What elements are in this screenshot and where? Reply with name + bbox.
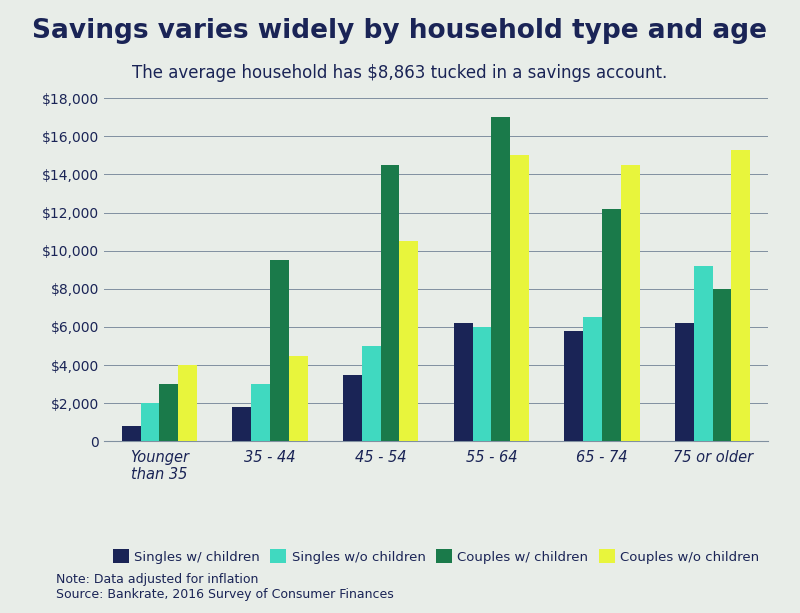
Bar: [491, 117, 510, 441]
Bar: [343, 375, 362, 441]
Bar: [473, 327, 491, 441]
Bar: [694, 266, 713, 441]
Bar: [178, 365, 197, 441]
Bar: [251, 384, 270, 441]
Text: Savings varies widely by household type and age: Savings varies widely by household type …: [33, 18, 767, 44]
Bar: [510, 155, 529, 441]
Bar: [583, 318, 602, 441]
Bar: [270, 260, 289, 441]
Bar: [362, 346, 381, 441]
Text: The average household has $8,863 tucked in a savings account.: The average household has $8,863 tucked …: [132, 64, 668, 82]
Bar: [122, 426, 141, 441]
Bar: [602, 208, 621, 441]
Bar: [675, 323, 694, 441]
Bar: [232, 407, 251, 441]
Bar: [731, 150, 750, 441]
Bar: [621, 165, 640, 441]
Bar: [141, 403, 159, 441]
Bar: [381, 165, 399, 441]
Bar: [564, 331, 583, 441]
Bar: [713, 289, 731, 441]
Legend: Singles w/ children, Singles w/o children, Couples w/ children, Couples w/o chil: Singles w/ children, Singles w/o childre…: [108, 544, 764, 569]
Bar: [454, 323, 473, 441]
Text: Note: Data adjusted for inflation
Source: Bankrate, 2016 Survey of Consumer Fina: Note: Data adjusted for inflation Source…: [56, 573, 394, 601]
Bar: [289, 356, 308, 441]
Bar: [159, 384, 178, 441]
Bar: [399, 241, 418, 441]
